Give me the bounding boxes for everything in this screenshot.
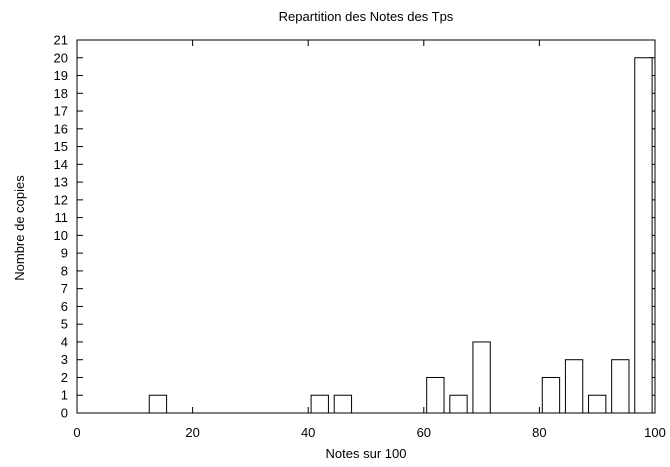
- y-tick-label: 7: [61, 281, 68, 296]
- y-tick-label: 1: [61, 388, 68, 403]
- y-tick-label: 2: [61, 370, 68, 385]
- y-tick-label: 9: [61, 246, 68, 261]
- y-tick-label: 21: [54, 33, 68, 48]
- y-axis-label: Nombre de copies: [12, 175, 27, 281]
- bar: [426, 376, 445, 414]
- chart-title: Repartition des Notes des Tps: [279, 9, 454, 24]
- x-tick-label: 100: [644, 425, 666, 440]
- y-tick-label: 17: [54, 104, 68, 119]
- y-tick-label: 5: [61, 317, 68, 332]
- x-axis-label: Notes sur 100: [326, 446, 407, 461]
- y-tick-label: 20: [54, 50, 68, 65]
- y-tick-label: 3: [61, 352, 68, 367]
- bar: [472, 341, 491, 414]
- bar: [634, 57, 653, 414]
- y-tick-label: 6: [61, 299, 68, 314]
- bar: [564, 359, 584, 414]
- x-tick-label: 80: [532, 425, 546, 440]
- y-tick-label: 8: [61, 263, 68, 278]
- y-tick-label: 4: [61, 334, 68, 349]
- y-tick-label: 14: [54, 157, 68, 172]
- y-tick-label: 18: [54, 86, 68, 101]
- x-tick-label: 20: [185, 425, 199, 440]
- y-tick-label: 15: [54, 139, 68, 154]
- y-tick-label: 16: [54, 121, 68, 136]
- y-tick-label: 0: [61, 406, 68, 421]
- bars: [148, 57, 653, 414]
- bar: [541, 376, 561, 414]
- x-axis: 0 20 40 60 80 100: [73, 40, 666, 440]
- x-tick-label: 60: [417, 425, 431, 440]
- y-tick-label: 13: [54, 175, 68, 190]
- x-tick-label: 0: [73, 425, 80, 440]
- bar: [333, 394, 353, 414]
- y-tick-label: 10: [54, 228, 68, 243]
- bar: [148, 394, 168, 414]
- y-tick-label: 19: [54, 68, 68, 83]
- bar: [588, 394, 607, 414]
- x-tick-label: 40: [301, 425, 315, 440]
- plot-area: [76, 39, 656, 414]
- y-tick-label: 12: [54, 192, 68, 207]
- bar: [611, 359, 630, 414]
- bar: [310, 394, 329, 414]
- bar: [449, 394, 468, 414]
- y-tick-label: 11: [55, 210, 69, 225]
- plot-frame: [76, 39, 656, 414]
